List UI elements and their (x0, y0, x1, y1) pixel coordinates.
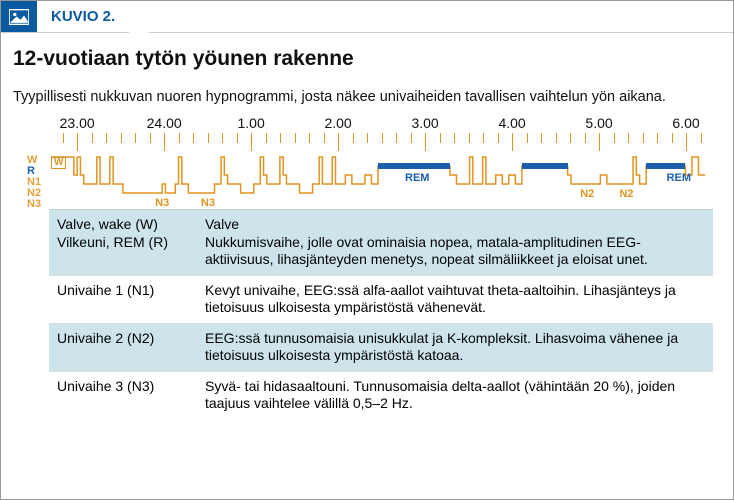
minor-tick (396, 133, 397, 143)
wake-start-marker: W (51, 157, 66, 169)
minor-tick (701, 133, 702, 143)
rem-bar (378, 163, 450, 169)
x-tick-label: 5.00 (585, 115, 612, 131)
rem-bar (646, 163, 685, 169)
rem-annotation: REM (667, 172, 691, 184)
minor-tick (556, 133, 557, 143)
minor-tick (309, 133, 310, 143)
x-tick-label: 2.00 (324, 115, 351, 131)
minor-tick (150, 133, 151, 143)
legend-term: Univaihe 1 (N1) (49, 275, 197, 323)
minor-tick (208, 133, 209, 143)
hypnogram-chart: 23.00 24.00 1.00 2.00 3.00 4.00 5.00 6.00 WRN1N… (1, 115, 733, 207)
rem-bar (522, 163, 568, 169)
minor-tick (469, 133, 470, 143)
legend-table: Valve, wake (W) Vilkeuni, REM (R)Valve N… (49, 209, 713, 419)
x-tick-label: 6.00 (672, 115, 699, 131)
minor-tick (672, 133, 673, 143)
rem-annotation: REM (405, 172, 429, 184)
minor-tick (251, 133, 252, 143)
y-axis-labels: WRN1N2N3 (27, 155, 41, 210)
minor-tick (135, 133, 136, 143)
minor-tick (498, 133, 499, 143)
legend-row: Univaihe 3 (N3)Syvä- tai hidasaaltouni. … (49, 371, 713, 419)
legend-term: Univaihe 3 (N3) (49, 371, 197, 419)
stage-annotation: N3 (201, 197, 215, 209)
minor-tick (92, 133, 93, 143)
subtitle: Tyypillisesti nukkuvan nuoren hypnogramm… (1, 77, 733, 115)
legend-term: Valve, wake (W) Vilkeuni, REM (R) (49, 210, 197, 276)
minor-tick (280, 133, 281, 143)
minor-tick (425, 133, 426, 143)
stage-annotation: N2 (580, 188, 594, 200)
minor-tick (527, 133, 528, 143)
minor-tick (382, 133, 383, 143)
legend-row: Valve, wake (W) Vilkeuni, REM (R)Valve N… (49, 210, 713, 276)
chart-area: WRN1N2N3 W N3N3REMN2N2REM (51, 133, 705, 207)
x-axis-ticks: 23.00 24.00 1.00 2.00 3.00 4.00 5.00 6.00 (51, 115, 705, 133)
x-tick-label: 24.00 (147, 115, 182, 131)
minor-tick (614, 133, 615, 143)
minor-tick (657, 133, 658, 143)
legend-term: Univaihe 2 (N2) (49, 323, 197, 371)
x-tick-label: 3.00 (411, 115, 438, 131)
x-tick-label: 1.00 (237, 115, 264, 131)
minor-tick (367, 133, 368, 143)
minor-tick (411, 133, 412, 143)
page-title: 12-vuotiaan tytön yöunen rakenne (1, 33, 733, 77)
minor-tick (121, 133, 122, 143)
minor-tick (338, 133, 339, 143)
minor-tick (541, 133, 542, 143)
stage-annotation: N3 (155, 197, 169, 209)
minor-tick (295, 133, 296, 143)
hypnogram-line (51, 133, 705, 207)
minor-tick (237, 133, 238, 143)
minor-tick (106, 133, 107, 143)
image-icon (1, 1, 37, 32)
minor-tick (483, 133, 484, 143)
minor-tick (324, 133, 325, 143)
minor-tick (77, 133, 78, 143)
minor-tick (353, 133, 354, 143)
minor-tick (512, 133, 513, 143)
minor-tick (585, 133, 586, 143)
minor-tick (628, 133, 629, 143)
y-stage-label: N3 (27, 199, 41, 210)
figure-header: KUVIO 2. (1, 1, 733, 33)
legend-desc: Valve Nukkumisvaihe, jolle ovat ominaisi… (197, 210, 713, 276)
stage-annotation: N2 (619, 188, 633, 200)
figure-label: KUVIO 2. (37, 1, 129, 32)
minor-tick (570, 133, 571, 143)
minor-tick (686, 133, 687, 143)
legend-row: Univaihe 2 (N2)EEG:ssä tunnusomaisia uni… (49, 323, 713, 371)
minor-tick (193, 133, 194, 143)
minor-tick (164, 133, 165, 143)
legend-row: Univaihe 1 (N1)Kevyt univaihe, EEG:ssä a… (49, 275, 713, 323)
minor-tick (454, 133, 455, 143)
minor-tick (222, 133, 223, 143)
minor-tick (440, 133, 441, 143)
legend-desc: Kevyt univaihe, EEG:ssä alfa-aallot vaih… (197, 275, 713, 323)
minor-tick (179, 133, 180, 143)
x-tick-label: 4.00 (498, 115, 525, 131)
minor-tick (266, 133, 267, 143)
minor-tick (599, 133, 600, 143)
minor-tick (643, 133, 644, 143)
legend-desc: Syvä- tai hidasaaltouni. Tunnusomaisia d… (197, 371, 713, 419)
legend-desc: EEG:ssä tunnusomaisia unisukkulat ja K-k… (197, 323, 713, 371)
x-tick-label: 23.00 (60, 115, 95, 131)
minor-tick (63, 133, 64, 143)
